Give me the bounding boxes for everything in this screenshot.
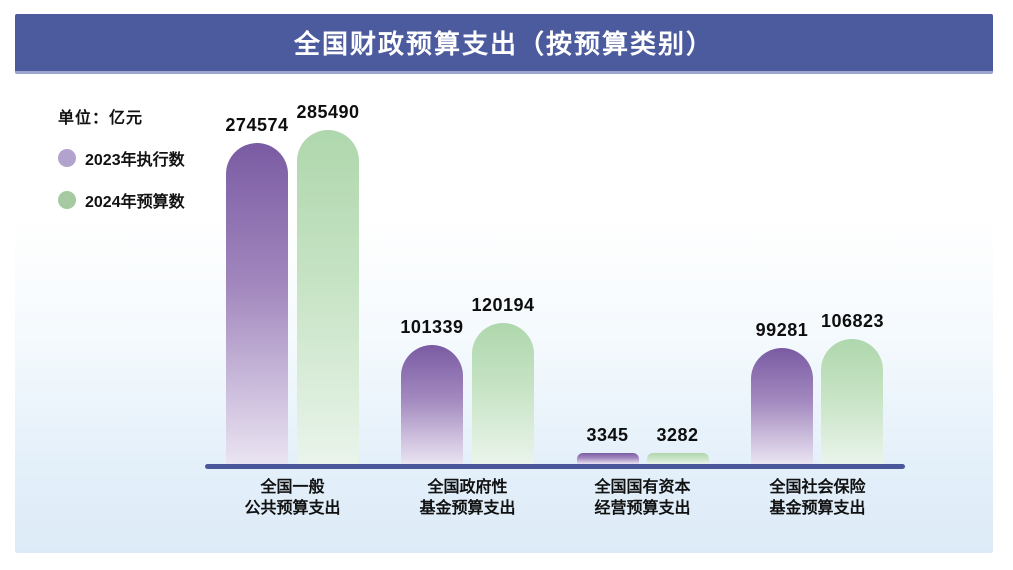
value-label: 274574 xyxy=(225,115,289,135)
bar-pair: 99281 106823 xyxy=(750,311,884,464)
bar-column-2023年执行数: 99281 xyxy=(750,320,813,464)
category-label-line: 全国一般 xyxy=(260,479,325,496)
value-label: 3282 xyxy=(656,425,699,445)
category-label-line: 公共预算支出 xyxy=(244,500,341,518)
category-label-line: 基金预算支出 xyxy=(419,500,516,518)
category-label-line: 全国政府性 xyxy=(427,479,508,496)
bar-2023年执行数-全国国有资本经营预算支出 xyxy=(576,453,639,464)
bar-group-3: 3345 3282 xyxy=(555,425,730,464)
legend-swatch-2024-icon xyxy=(58,191,76,209)
bars-row: 274574 285490 101339 120194 3345 3282 99281 106… xyxy=(205,84,905,464)
legend-label-2023: 2023年执行数 xyxy=(85,152,185,169)
bar-2024年预算数-全国社会保险基金预算支出 xyxy=(821,339,884,464)
bar-column-2023年执行数: 3345 xyxy=(576,425,639,464)
unit-label: 单位：亿元 xyxy=(58,110,144,127)
value-label: 106823 xyxy=(820,311,885,331)
category-label-slot-1: 全国一般公共预算支出 xyxy=(205,477,380,519)
bar-2023年执行数-全国政府性基金预算支出 xyxy=(400,345,463,464)
bar-2024年预算数-全国国有资本经营预算支出 xyxy=(646,453,709,464)
bar-chart: 274574 285490 101339 120194 3345 3282 99281 106… xyxy=(205,84,905,519)
bar-2023年执行数-全国社会保险基金预算支出 xyxy=(750,348,813,464)
category-labels-row: 全国一般 公共预算支出 全国政府性 基金预算支出 全国国有资本 经营预算支出 全国社会保险基… xyxy=(205,477,905,519)
category-label-slot-4: 全国社会保险 基金预算支出 xyxy=(730,477,905,519)
category-label-line: 全国国有资本 xyxy=(594,479,691,496)
bar-column-2023年执行数: 101339 xyxy=(400,317,463,464)
category-label: 全国国有资本 经营预算支出 xyxy=(594,477,690,519)
chart-title-bar: 全国财政预算支出（按预算类别） xyxy=(15,14,993,74)
bar-column-2024年预算数: 3282 xyxy=(646,425,709,464)
x-axis-line xyxy=(205,464,905,469)
legend-label-2024: 2024年预算数 xyxy=(85,194,185,211)
chart-title: 全国财政预算支出（按预算类别） xyxy=(293,29,714,59)
bar-group-4: 99281 106823 xyxy=(730,311,905,464)
bar-column-2024年预算数: 285490 xyxy=(297,102,360,464)
bar-pair: 274574 285490 xyxy=(225,102,359,464)
value-label: 285490 xyxy=(296,102,360,122)
bar-pair: 3345 3282 xyxy=(576,425,709,464)
bar-2023年执行数-全国一般公共预算支出 xyxy=(225,143,288,464)
legend-item-2024: 2024年预算数 xyxy=(58,188,185,212)
bar-2024年预算数-全国政府性基金预算支出 xyxy=(472,323,535,464)
category-label-line: 全国社会保险 xyxy=(769,479,866,496)
category-label: 全国政府性基金预算支出 xyxy=(419,477,515,519)
category-label: 全国社会保险 基金预算支出 xyxy=(769,477,865,519)
bar-column-2024年预算数: 106823 xyxy=(821,311,884,464)
value-label: 99281 xyxy=(755,320,809,340)
category-label: 全国一般公共预算支出 xyxy=(244,477,340,519)
bar-group-1: 274574 285490 xyxy=(205,102,380,464)
bar-column-2024年预算数: 120194 xyxy=(472,295,535,464)
chart-card: 全国财政预算支出（按预算类别） 单位：亿元 2023年执行数 2024年预算数 … xyxy=(15,14,993,553)
value-label: 101339 xyxy=(400,317,464,337)
legend-swatch-2023-icon xyxy=(58,149,76,167)
category-label-slot-3: 全国国有资本 经营预算支出 xyxy=(555,477,730,519)
legend-item-2023: 2023年执行数 xyxy=(58,146,185,170)
value-label: 120194 xyxy=(471,295,535,315)
category-label-line: 基金预算支出 xyxy=(769,500,866,518)
bar-column-2023年执行数: 274574 xyxy=(225,115,288,464)
category-label-slot-2: 全国政府性基金预算支出 xyxy=(380,477,555,519)
value-label: 3345 xyxy=(586,425,629,445)
bar-pair: 101339 120194 xyxy=(400,295,534,464)
bar-2024年预算数-全国一般公共预算支出 xyxy=(297,130,360,464)
legend: 单位：亿元 2023年执行数 2024年预算数 xyxy=(58,104,185,230)
category-label-line: 经营预算支出 xyxy=(594,500,691,518)
bar-group-2: 101339 120194 xyxy=(380,295,555,464)
